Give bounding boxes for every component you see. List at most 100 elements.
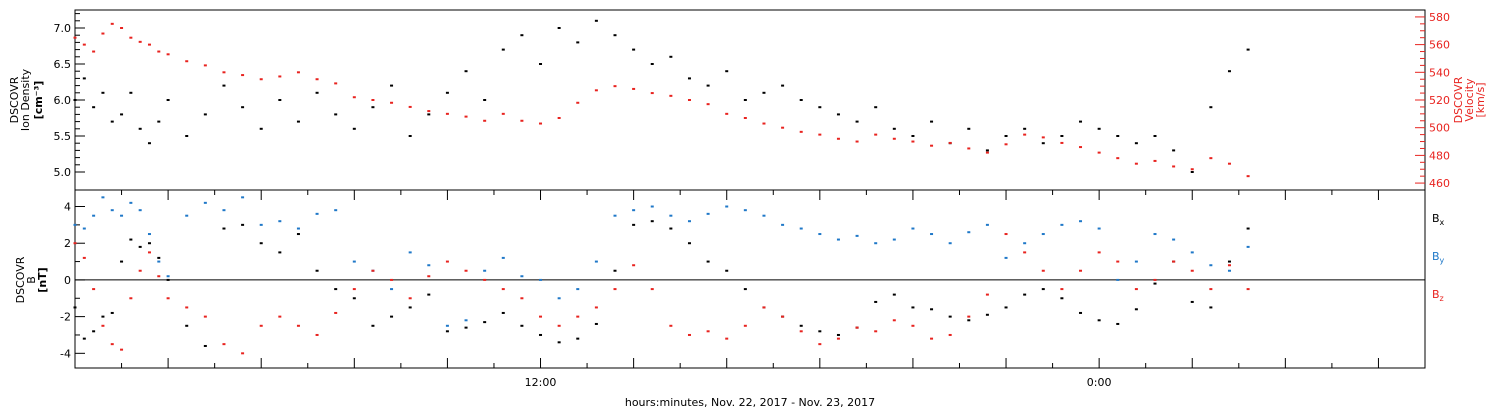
by-point (147, 233, 151, 236)
bz-point (157, 275, 161, 278)
bz-point (1227, 264, 1231, 267)
density-point (539, 63, 543, 65)
top-left-tick-label: 7.0 (54, 22, 72, 35)
top-right-tick-label: 460 (1429, 177, 1450, 190)
bz-point (138, 269, 142, 272)
velocity-point (1153, 159, 1157, 162)
bx-point (166, 278, 170, 281)
top-left-title-line-2: Ion Density (19, 68, 32, 131)
top-right-tick-label: 480 (1429, 149, 1450, 162)
density-point (687, 77, 691, 80)
bz-point (613, 288, 617, 291)
bx-point (594, 322, 598, 325)
by-point (1172, 238, 1176, 241)
velocity-point (650, 92, 654, 95)
bottom-panel: 4 2 0 -2 -4 DSCOVR B [nT] Bx By Bz (14, 189, 1445, 369)
density-point (483, 99, 487, 101)
bx-point (892, 293, 896, 296)
density-point (1246, 48, 1250, 51)
by-point (1134, 260, 1138, 263)
by-point (82, 227, 86, 230)
top-left-title-line-3: [cm⁻³] (32, 81, 45, 120)
bx-point (1190, 300, 1194, 303)
by-point (278, 220, 282, 223)
by-point (166, 275, 170, 278)
density-point (352, 127, 356, 130)
by-point (203, 201, 207, 204)
by-point (1023, 242, 1027, 245)
velocity-point (855, 140, 859, 143)
top-left-ticks: 7.0 6.5 6.0 5.5 5.0 (54, 13, 85, 179)
bx-point (539, 333, 543, 336)
bx-point (501, 311, 505, 314)
velocity-point (576, 101, 580, 104)
velocity-point (669, 94, 673, 97)
bx-point (1209, 306, 1213, 309)
velocity-point (82, 43, 86, 46)
top-right-tick-label: 520 (1429, 94, 1450, 107)
velocity-point (371, 99, 375, 101)
density-point (73, 99, 77, 101)
bx-point (445, 330, 449, 333)
velocity-point (408, 105, 412, 108)
top-left-title-line-1: DSCOVR (8, 76, 21, 123)
velocity-point (836, 137, 840, 140)
bz-point (390, 278, 394, 281)
bz-point (725, 337, 729, 340)
by-point (352, 260, 356, 263)
top-left-tick-label: 6.5 (54, 58, 72, 71)
bz-point (241, 352, 245, 355)
velocity-point (632, 87, 636, 90)
bz-point (464, 269, 468, 272)
velocity-point (1190, 168, 1194, 171)
density-point (120, 113, 124, 116)
by-point (483, 269, 487, 272)
by-point (576, 288, 580, 291)
top-right-title-line-2: Velocity (1463, 78, 1476, 122)
velocity-point (427, 110, 431, 113)
bx-point (818, 330, 822, 333)
top-right-axis-title: DSCOVR Velocity [km/s] (1452, 76, 1487, 123)
density-point (1227, 70, 1231, 73)
velocity-point (539, 122, 543, 125)
by-point (948, 242, 952, 245)
x-axis-label: hours:minutes, Nov. 22, 2017 - Nov. 23, … (625, 396, 875, 409)
bx-point (520, 324, 524, 327)
by-point (259, 223, 263, 226)
bottom-left-tick-label: -2 (60, 311, 71, 324)
velocity-point (352, 96, 356, 99)
by-point (687, 220, 691, 223)
velocity-point (120, 27, 124, 29)
bz-point (296, 324, 300, 327)
by-point (650, 205, 654, 208)
density-point (818, 106, 822, 109)
velocity-point (762, 122, 766, 125)
velocity-point (185, 60, 189, 63)
velocity-point (613, 85, 617, 88)
velocity-point (1172, 165, 1176, 168)
velocity-point (930, 144, 934, 147)
velocity-point (948, 141, 952, 144)
bz-point (1172, 260, 1176, 263)
density-point (985, 149, 989, 152)
by-point (92, 214, 96, 217)
density-point (1172, 149, 1176, 152)
density-point (1004, 135, 1008, 137)
by-point (594, 260, 598, 263)
density-point (1060, 135, 1064, 137)
density-point (1023, 127, 1027, 130)
bz-point (743, 324, 747, 327)
density-point (762, 91, 766, 94)
top-right-title-line-1: DSCOVR (1452, 76, 1465, 123)
density-point (855, 120, 859, 123)
top-left-axis-title: DSCOVR Ion Density [cm⁻³] (8, 68, 45, 131)
bx-point (101, 315, 105, 318)
velocity-point (390, 101, 394, 104)
bz-point (669, 324, 673, 327)
by-point (120, 214, 124, 217)
bx-point (278, 251, 282, 254)
by-point (129, 201, 133, 204)
bx-point (371, 324, 375, 327)
velocity-point (1023, 133, 1027, 136)
by-point (967, 231, 971, 234)
